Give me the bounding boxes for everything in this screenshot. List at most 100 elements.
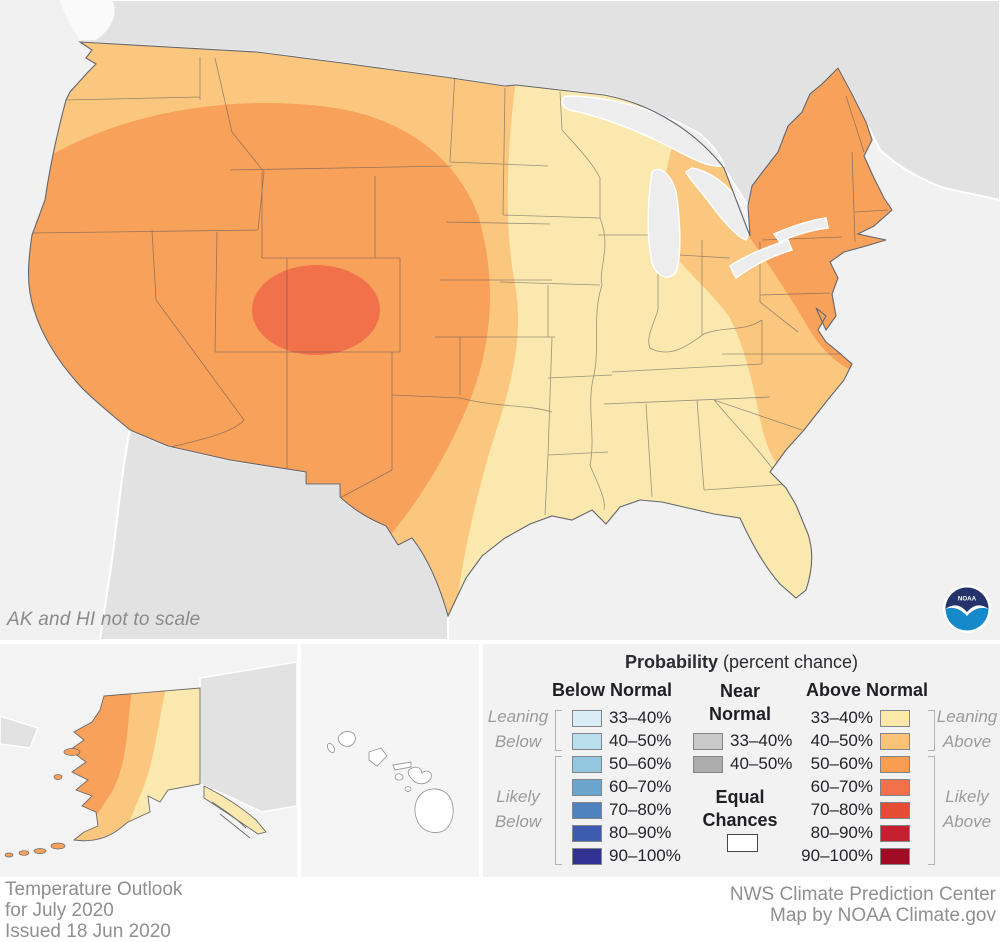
footer-source-line: NWS Climate Prediction Center: [729, 884, 996, 905]
noaa-logo-text: NOAA: [958, 596, 977, 603]
above-normal-header: Above Normal: [805, 680, 929, 700]
island-oahu: [368, 747, 388, 767]
leaning-above-line2: Above: [942, 732, 992, 751]
below-label-50-60: 50–60%: [609, 754, 672, 773]
coastal-range: [60, 0, 115, 40]
equal-line2: Chances: [702, 810, 778, 830]
leaning-above-label: Leaning Above: [935, 704, 999, 754]
lake-erie: [729, 239, 794, 280]
region-core-above-60-70: [252, 265, 380, 355]
near-label-40-50: 40–50%: [730, 754, 793, 773]
below-label-40-50: 40–50%: [609, 731, 672, 750]
alaska-map: [0, 644, 297, 877]
footer-right-text: NWS Climate Prediction Center Map by NOA…: [730, 884, 996, 926]
above-label-33-40: 33–40%: [810, 708, 873, 727]
state-borders: [31, 57, 889, 516]
below-label-70-80: 70–80%: [609, 800, 672, 819]
island-molokai: [392, 761, 412, 771]
above-swatch-70-80: [880, 802, 910, 819]
below-label-33-40: 33–40%: [609, 708, 672, 727]
lake-michigan: [647, 168, 681, 278]
conus-map: [0, 0, 1000, 641]
likely-above-bracket: [928, 756, 935, 865]
leaning-above-line1: Leaning: [936, 707, 998, 726]
ak-panhandle-islands: [211, 801, 251, 839]
near-swatch-40-50: [693, 756, 723, 773]
footer-issued-line: Issued 18 Jun 2020: [5, 921, 171, 942]
footer: Temperature Outlook for July 2020 Issued…: [0, 877, 1000, 942]
below-swatch-50-60: [572, 756, 602, 773]
above-swatch-80-90: [880, 825, 910, 842]
island-niihau: [326, 742, 336, 754]
equal-chances-swatch: [727, 834, 758, 852]
leaning-below-line1: Leaning: [487, 707, 549, 726]
leaning-below-line2: Below: [494, 732, 542, 751]
leaning-above-bracket: [928, 710, 935, 751]
likely-below-label: Likely Below: [485, 784, 551, 834]
leaning-below-bracket: [555, 710, 562, 751]
below-swatch-40-50: [572, 733, 602, 750]
below-swatch-60-70: [572, 779, 602, 796]
likely-below-line2: Below: [494, 812, 542, 831]
conus-map-area: [0, 0, 1000, 641]
above-swatch-40-50: [880, 733, 910, 750]
lake-ontario: [772, 217, 829, 243]
leaning-below-label: Leaning Below: [485, 704, 551, 754]
above-label-90-100: 90–100%: [801, 846, 873, 865]
footer-period-line: for July 2020: [5, 900, 114, 921]
above-label-60-70: 60–70%: [810, 777, 873, 796]
island-lanai: [394, 773, 404, 781]
near-label-33-40: 33–40%: [730, 731, 793, 750]
legend-title-rest: (percent chance): [717, 652, 859, 672]
noaa-seal: NOAA: [943, 585, 991, 633]
legend-panel: Probability (percent chance) Below Norma…: [483, 644, 1000, 877]
below-swatch-33-40: [572, 710, 602, 727]
ak-canada-landmass: [199, 661, 297, 813]
above-label-40-50: 40–50%: [810, 731, 873, 750]
ak-panhandle: [203, 785, 267, 835]
near-header-line2: Normal: [708, 704, 771, 724]
above-swatch-60-70: [880, 779, 910, 796]
below-swatch-70-80: [572, 802, 602, 819]
lake-superior: [561, 95, 725, 167]
alaska-inset: [0, 644, 297, 877]
above-label-70-80: 70–80%: [810, 800, 873, 819]
equal-chances-label: Equal Chances: [680, 786, 800, 832]
below-label-80-90: 80–90%: [609, 823, 672, 842]
footer-title-line: Temperature Outlook: [5, 879, 183, 900]
below-label-90-100: 90–100%: [609, 846, 681, 865]
above-swatch-50-60: [880, 756, 910, 773]
ak-aleutian-islands: [4, 748, 81, 858]
likely-above-line1: Likely: [945, 787, 989, 806]
hawaii-map: [301, 644, 479, 877]
ak-russia-landmass: [0, 715, 39, 749]
likely-below-line1: Likely: [496, 787, 540, 806]
equal-line1: Equal: [715, 787, 765, 807]
hawaii-inset: [301, 644, 479, 877]
below-swatch-90-100: [572, 848, 602, 865]
island-kahoolawe: [404, 786, 412, 792]
above-swatch-90-100: [880, 848, 910, 865]
below-swatch-80-90: [572, 825, 602, 842]
ak-region-50-60: [70, 688, 132, 816]
island-kauai: [337, 731, 356, 747]
island-maui: [407, 766, 432, 785]
likely-above-label: Likely Above: [935, 784, 999, 834]
near-normal-header: Near Normal: [680, 680, 800, 726]
footer-left-text: Temperature Outlook for July 2020 Issued…: [5, 879, 182, 942]
below-label-60-70: 60–70%: [609, 777, 672, 796]
above-label-50-60: 50–60%: [810, 754, 873, 773]
footer-credit-line: Map by NOAA Climate.gov: [770, 905, 996, 926]
legend-title: Probability (percent chance): [483, 652, 1000, 673]
near-swatch-33-40: [693, 733, 723, 750]
scale-note: AK and HI not to scale: [7, 609, 201, 630]
above-label-80-90: 80–90%: [810, 823, 873, 842]
above-swatch-33-40: [880, 710, 910, 727]
likely-below-bracket: [555, 756, 562, 865]
legend-title-bold: Probability: [624, 652, 718, 672]
near-header-line1: Near: [719, 681, 761, 701]
lake-huron: [685, 167, 749, 241]
island-hawaii: [414, 788, 454, 833]
below-normal-header: Below Normal: [551, 680, 673, 700]
great-lakes: [561, 95, 829, 280]
